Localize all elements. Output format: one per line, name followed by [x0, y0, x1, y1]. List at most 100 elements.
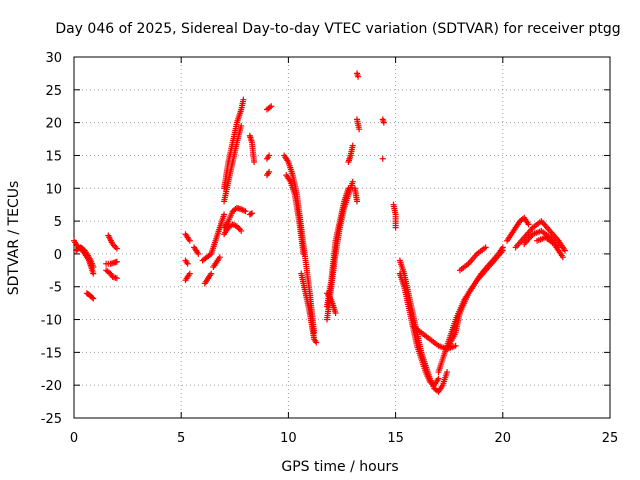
y-tick-label: -10 — [41, 314, 62, 329]
series-arc-15 — [221, 122, 245, 205]
y-tick-label: -5 — [49, 281, 62, 296]
series-arc-26 — [306, 309, 320, 346]
data-point — [354, 198, 361, 205]
data-point — [90, 270, 97, 277]
tick-layer: 0 5 10 15 20 25 -25 -20 -15 -10 -5 0 5 10 15 20 25 30 — [41, 51, 619, 446]
series-arc-12 — [199, 211, 228, 264]
y-axis-label: SDTVAR / TECUs — [6, 181, 22, 296]
series-arc-22 — [263, 168, 273, 179]
data-point — [238, 122, 245, 129]
series-arc-31 — [354, 70, 362, 80]
y-tick-label: 10 — [45, 182, 62, 197]
series-arc-1 — [71, 237, 97, 277]
data-point — [332, 309, 339, 316]
data-point — [216, 254, 223, 261]
series-arc-29 — [323, 290, 339, 316]
series-arc-36 — [390, 201, 399, 231]
data-point — [561, 247, 568, 254]
series-arc-34 — [379, 116, 387, 126]
y-tick-label: -15 — [41, 346, 62, 361]
data-point — [208, 270, 215, 277]
data-point — [113, 258, 120, 265]
series-arc-17 — [221, 221, 245, 238]
data-point — [113, 245, 120, 252]
data-point — [221, 211, 228, 218]
data-point — [345, 185, 352, 192]
plot-frame — [73, 56, 611, 419]
series-arc-9 — [182, 257, 191, 267]
series-arc-8 — [182, 231, 193, 244]
series-arc-38 — [396, 270, 442, 389]
data-point — [268, 103, 275, 110]
data-marks — [71, 70, 568, 395]
data-point — [392, 224, 399, 231]
y-tick-label: 15 — [45, 149, 62, 164]
data-point — [525, 221, 532, 228]
series-arc-35 — [379, 155, 386, 162]
x-tick-label: 10 — [280, 431, 297, 446]
x-tick-label: 15 — [387, 431, 404, 446]
data-point — [435, 375, 442, 382]
data-point — [349, 178, 356, 185]
series-arc-5 — [103, 267, 120, 282]
y-tick-label: 5 — [54, 215, 62, 230]
series-arc-20 — [263, 103, 275, 113]
data-point — [90, 295, 97, 302]
x-tick-label: 20 — [495, 431, 512, 446]
data-point — [452, 342, 459, 349]
series-arc-30 — [345, 142, 356, 166]
data-point — [482, 244, 489, 251]
series-arc-6 — [105, 232, 120, 252]
y-tick-label: 30 — [45, 51, 62, 66]
series-arc-42 — [456, 244, 489, 274]
series-arc-28 — [323, 185, 352, 310]
series-arc-24 — [283, 172, 307, 257]
series-arc-10 — [191, 244, 202, 257]
data-point — [356, 126, 363, 133]
data-point — [113, 275, 120, 282]
series-arc-33 — [351, 185, 361, 205]
data-point — [184, 260, 191, 267]
series-arc-37 — [396, 257, 451, 395]
data-point — [186, 237, 193, 244]
x-tick-label: 5 — [177, 431, 185, 446]
x-axis-label: GPS time / hours — [281, 459, 398, 475]
data-point — [238, 227, 245, 234]
series-arc-16 — [221, 204, 249, 231]
y-tick-label: 0 — [54, 248, 62, 263]
series-arc-45 — [521, 227, 562, 251]
data-point — [247, 210, 254, 217]
series-arc-19 — [246, 210, 255, 218]
data-point — [444, 369, 451, 376]
series-arc-7 — [182, 270, 193, 284]
data-point — [349, 142, 356, 149]
y-tick-label: 25 — [45, 84, 62, 99]
series-arc-41 — [409, 323, 459, 353]
x-tick-label: 0 — [70, 431, 78, 446]
data-point — [186, 270, 193, 277]
chart-title: Day 046 of 2025, Sidereal Day-to-day VTE… — [55, 21, 620, 37]
series-arc-18 — [246, 132, 258, 166]
data-point — [251, 159, 258, 166]
data-point — [242, 208, 249, 215]
series-arc-40 — [444, 247, 506, 353]
series-arc-11 — [201, 270, 215, 287]
data-point — [240, 96, 247, 103]
series-arc-46 — [534, 234, 566, 261]
data-point — [90, 264, 97, 271]
series-arc-13 — [210, 254, 223, 271]
data-point — [89, 294, 96, 301]
x-tick-label: 25 — [602, 431, 619, 446]
data-point — [266, 152, 273, 159]
data-point — [313, 339, 320, 346]
data-point — [300, 250, 307, 257]
data-point — [355, 73, 362, 80]
data-point — [380, 119, 387, 126]
data-point — [266, 168, 273, 175]
series-arc-43 — [504, 214, 532, 244]
data-point — [195, 250, 202, 257]
y-tick-label: 20 — [45, 117, 62, 132]
data-point — [499, 247, 506, 254]
series-arc-4 — [103, 258, 120, 267]
